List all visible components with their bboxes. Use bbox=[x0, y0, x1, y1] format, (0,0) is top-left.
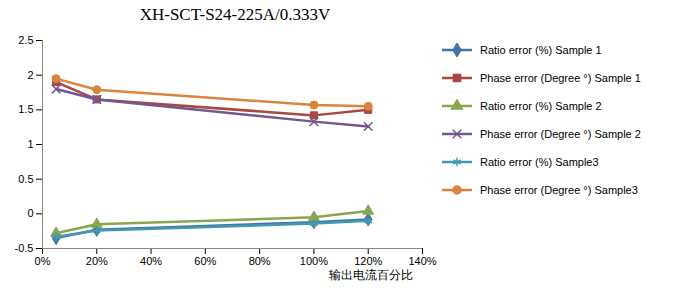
svg-text:60%: 60% bbox=[194, 255, 216, 267]
svg-text:120%: 120% bbox=[354, 255, 382, 267]
svg-text:0.5: 0.5 bbox=[18, 173, 33, 185]
svg-text:1.5: 1.5 bbox=[18, 103, 33, 115]
svg-text:2: 2 bbox=[27, 69, 33, 81]
svg-text:输出电流百分比: 输出电流百分比 bbox=[329, 268, 413, 282]
svg-text:100%: 100% bbox=[300, 255, 328, 267]
html-text:Ratio error (%) Sample 2: Ratio error (%) Sample 2 bbox=[480, 100, 602, 112]
html-text:Phase error (Degree °) Sample: Phase error (Degree °) Sample 2 bbox=[480, 128, 641, 140]
svg-text:20%: 20% bbox=[86, 255, 108, 267]
svg-text:-0.5: -0.5 bbox=[15, 242, 34, 254]
html-text:Phase error (Degree °) Sample: Phase error (Degree °) Sample 1 bbox=[480, 72, 641, 84]
svg-text:0: 0 bbox=[27, 207, 33, 219]
svg-text:40%: 40% bbox=[140, 255, 162, 267]
html-text:Ratio error (%) Sample 1: Ratio error (%) Sample 1 bbox=[480, 44, 602, 56]
svg-text:1: 1 bbox=[27, 138, 33, 150]
svg-text:2.5: 2.5 bbox=[18, 34, 33, 46]
svg-text:80%: 80% bbox=[249, 255, 271, 267]
svg-text:0%: 0% bbox=[35, 255, 51, 267]
svg-text:140%: 140% bbox=[408, 255, 436, 267]
html-text:Ratio error (%) Sample3: Ratio error (%) Sample3 bbox=[480, 156, 599, 168]
html-text:Phase error (Degree °) Sample3: Phase error (Degree °) Sample3 bbox=[480, 184, 638, 196]
html-text:XH-SCT-S24-225A/0.333V: XH-SCT-S24-225A/0.333V bbox=[139, 5, 331, 24]
